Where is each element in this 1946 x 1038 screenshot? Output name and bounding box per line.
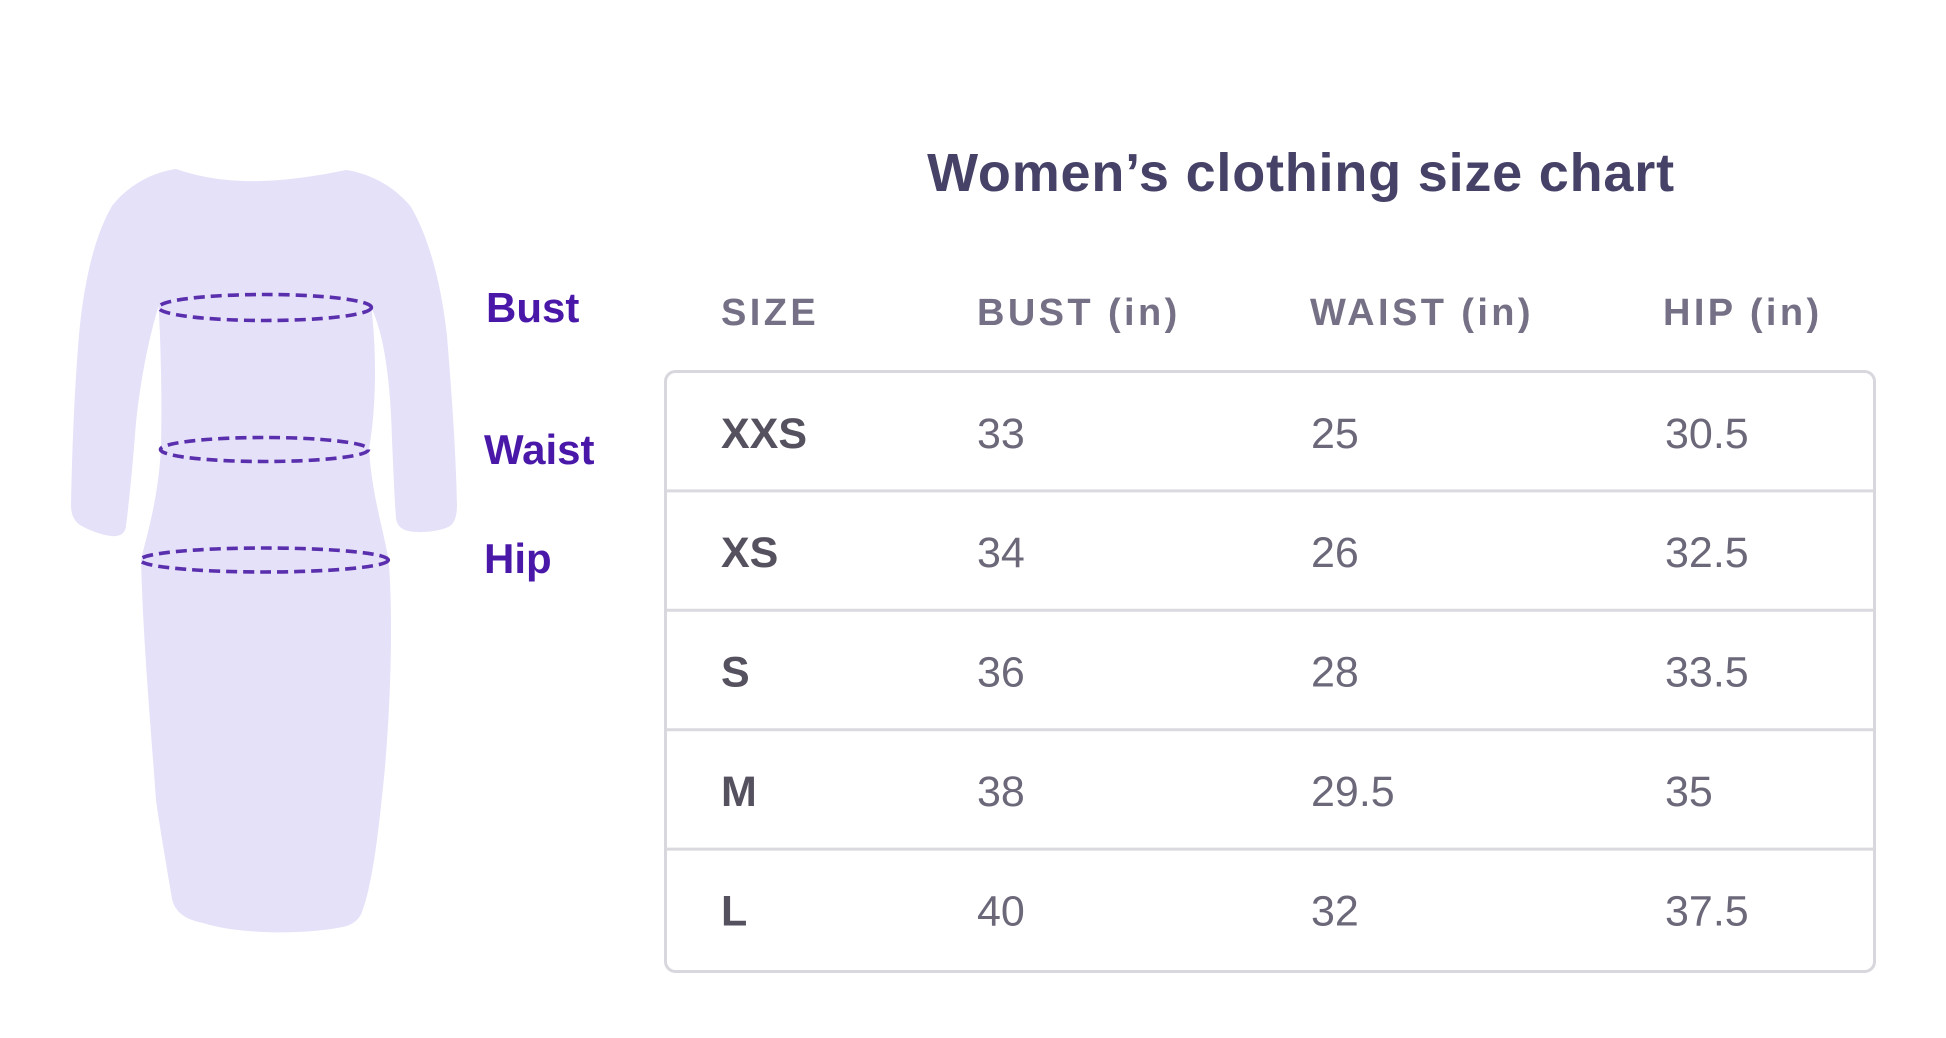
svg-text:28: 28 [1311,649,1359,697]
svg-text:BUST (in): BUST (in) [977,292,1181,334]
svg-text:25: 25 [1311,410,1359,458]
svg-text:Hip: Hip [484,535,552,582]
svg-text:Women’s clothing size chart: Women’s clothing size chart [927,143,1675,203]
svg-text:34: 34 [977,529,1025,577]
svg-text:33.5: 33.5 [1665,649,1749,697]
svg-text:XS: XS [721,529,778,577]
svg-text:30.5: 30.5 [1665,410,1749,458]
svg-text:WAIST (in): WAIST (in) [1310,292,1534,334]
svg-text:35: 35 [1665,768,1713,816]
svg-text:38: 38 [977,768,1025,816]
svg-text:33: 33 [977,410,1025,458]
svg-text:S: S [721,649,750,697]
svg-text:XXS: XXS [721,410,807,458]
svg-text:26: 26 [1311,529,1359,577]
svg-text:Waist: Waist [484,426,594,473]
svg-text:SIZE: SIZE [721,292,819,334]
svg-text:HIP (in): HIP (in) [1663,292,1823,334]
svg-text:29.5: 29.5 [1311,768,1395,816]
svg-text:32.5: 32.5 [1665,529,1749,577]
svg-text:Bust: Bust [486,284,579,331]
svg-text:L: L [721,888,747,936]
svg-text:37.5: 37.5 [1665,888,1749,936]
svg-text:36: 36 [977,649,1025,697]
svg-text:40: 40 [977,888,1025,936]
svg-text:M: M [721,768,757,816]
svg-text:32: 32 [1311,888,1359,936]
